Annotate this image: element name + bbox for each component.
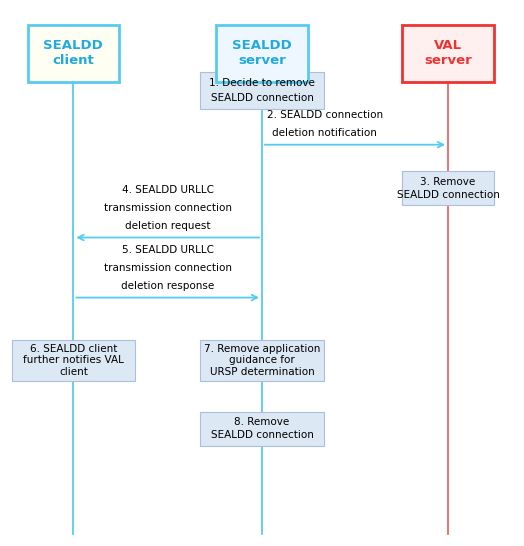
Text: SEALDD connection: SEALDD connection — [211, 92, 313, 103]
Text: 4. SEALDD URLLC: 4. SEALDD URLLC — [122, 185, 214, 195]
FancyBboxPatch shape — [200, 72, 323, 109]
FancyBboxPatch shape — [216, 25, 308, 82]
Text: SEALDD
client: SEALDD client — [43, 39, 103, 67]
Text: 1. Decide to remove: 1. Decide to remove — [209, 78, 315, 88]
FancyBboxPatch shape — [200, 340, 323, 381]
Text: SEALDD
server: SEALDD server — [232, 39, 292, 67]
Text: deletion response: deletion response — [121, 281, 214, 291]
Text: further notifies VAL: further notifies VAL — [23, 355, 124, 365]
Text: deletion notification: deletion notification — [272, 128, 377, 138]
FancyBboxPatch shape — [200, 412, 323, 446]
FancyBboxPatch shape — [12, 340, 135, 381]
Text: SEALDD connection: SEALDD connection — [397, 190, 499, 200]
Text: SEALDD connection: SEALDD connection — [211, 430, 313, 441]
Text: 8. Remove: 8. Remove — [234, 417, 290, 427]
Text: transmission connection: transmission connection — [104, 203, 232, 213]
Text: 5. SEALDD URLLC: 5. SEALDD URLLC — [122, 245, 214, 255]
Text: client: client — [59, 367, 88, 377]
Text: 3. Remove: 3. Remove — [420, 176, 476, 187]
Text: 6. SEALDD client: 6. SEALDD client — [30, 343, 117, 354]
FancyBboxPatch shape — [28, 25, 119, 82]
Text: 2. SEALDD connection: 2. SEALDD connection — [267, 110, 383, 120]
Text: URSP determination: URSP determination — [210, 367, 314, 377]
Text: deletion request: deletion request — [125, 221, 211, 231]
Text: VAL
server: VAL server — [424, 39, 472, 67]
Text: guidance for: guidance for — [229, 355, 295, 365]
FancyBboxPatch shape — [402, 171, 494, 205]
Text: 7. Remove application: 7. Remove application — [204, 343, 320, 354]
FancyBboxPatch shape — [402, 25, 494, 82]
Text: transmission connection: transmission connection — [104, 263, 232, 273]
